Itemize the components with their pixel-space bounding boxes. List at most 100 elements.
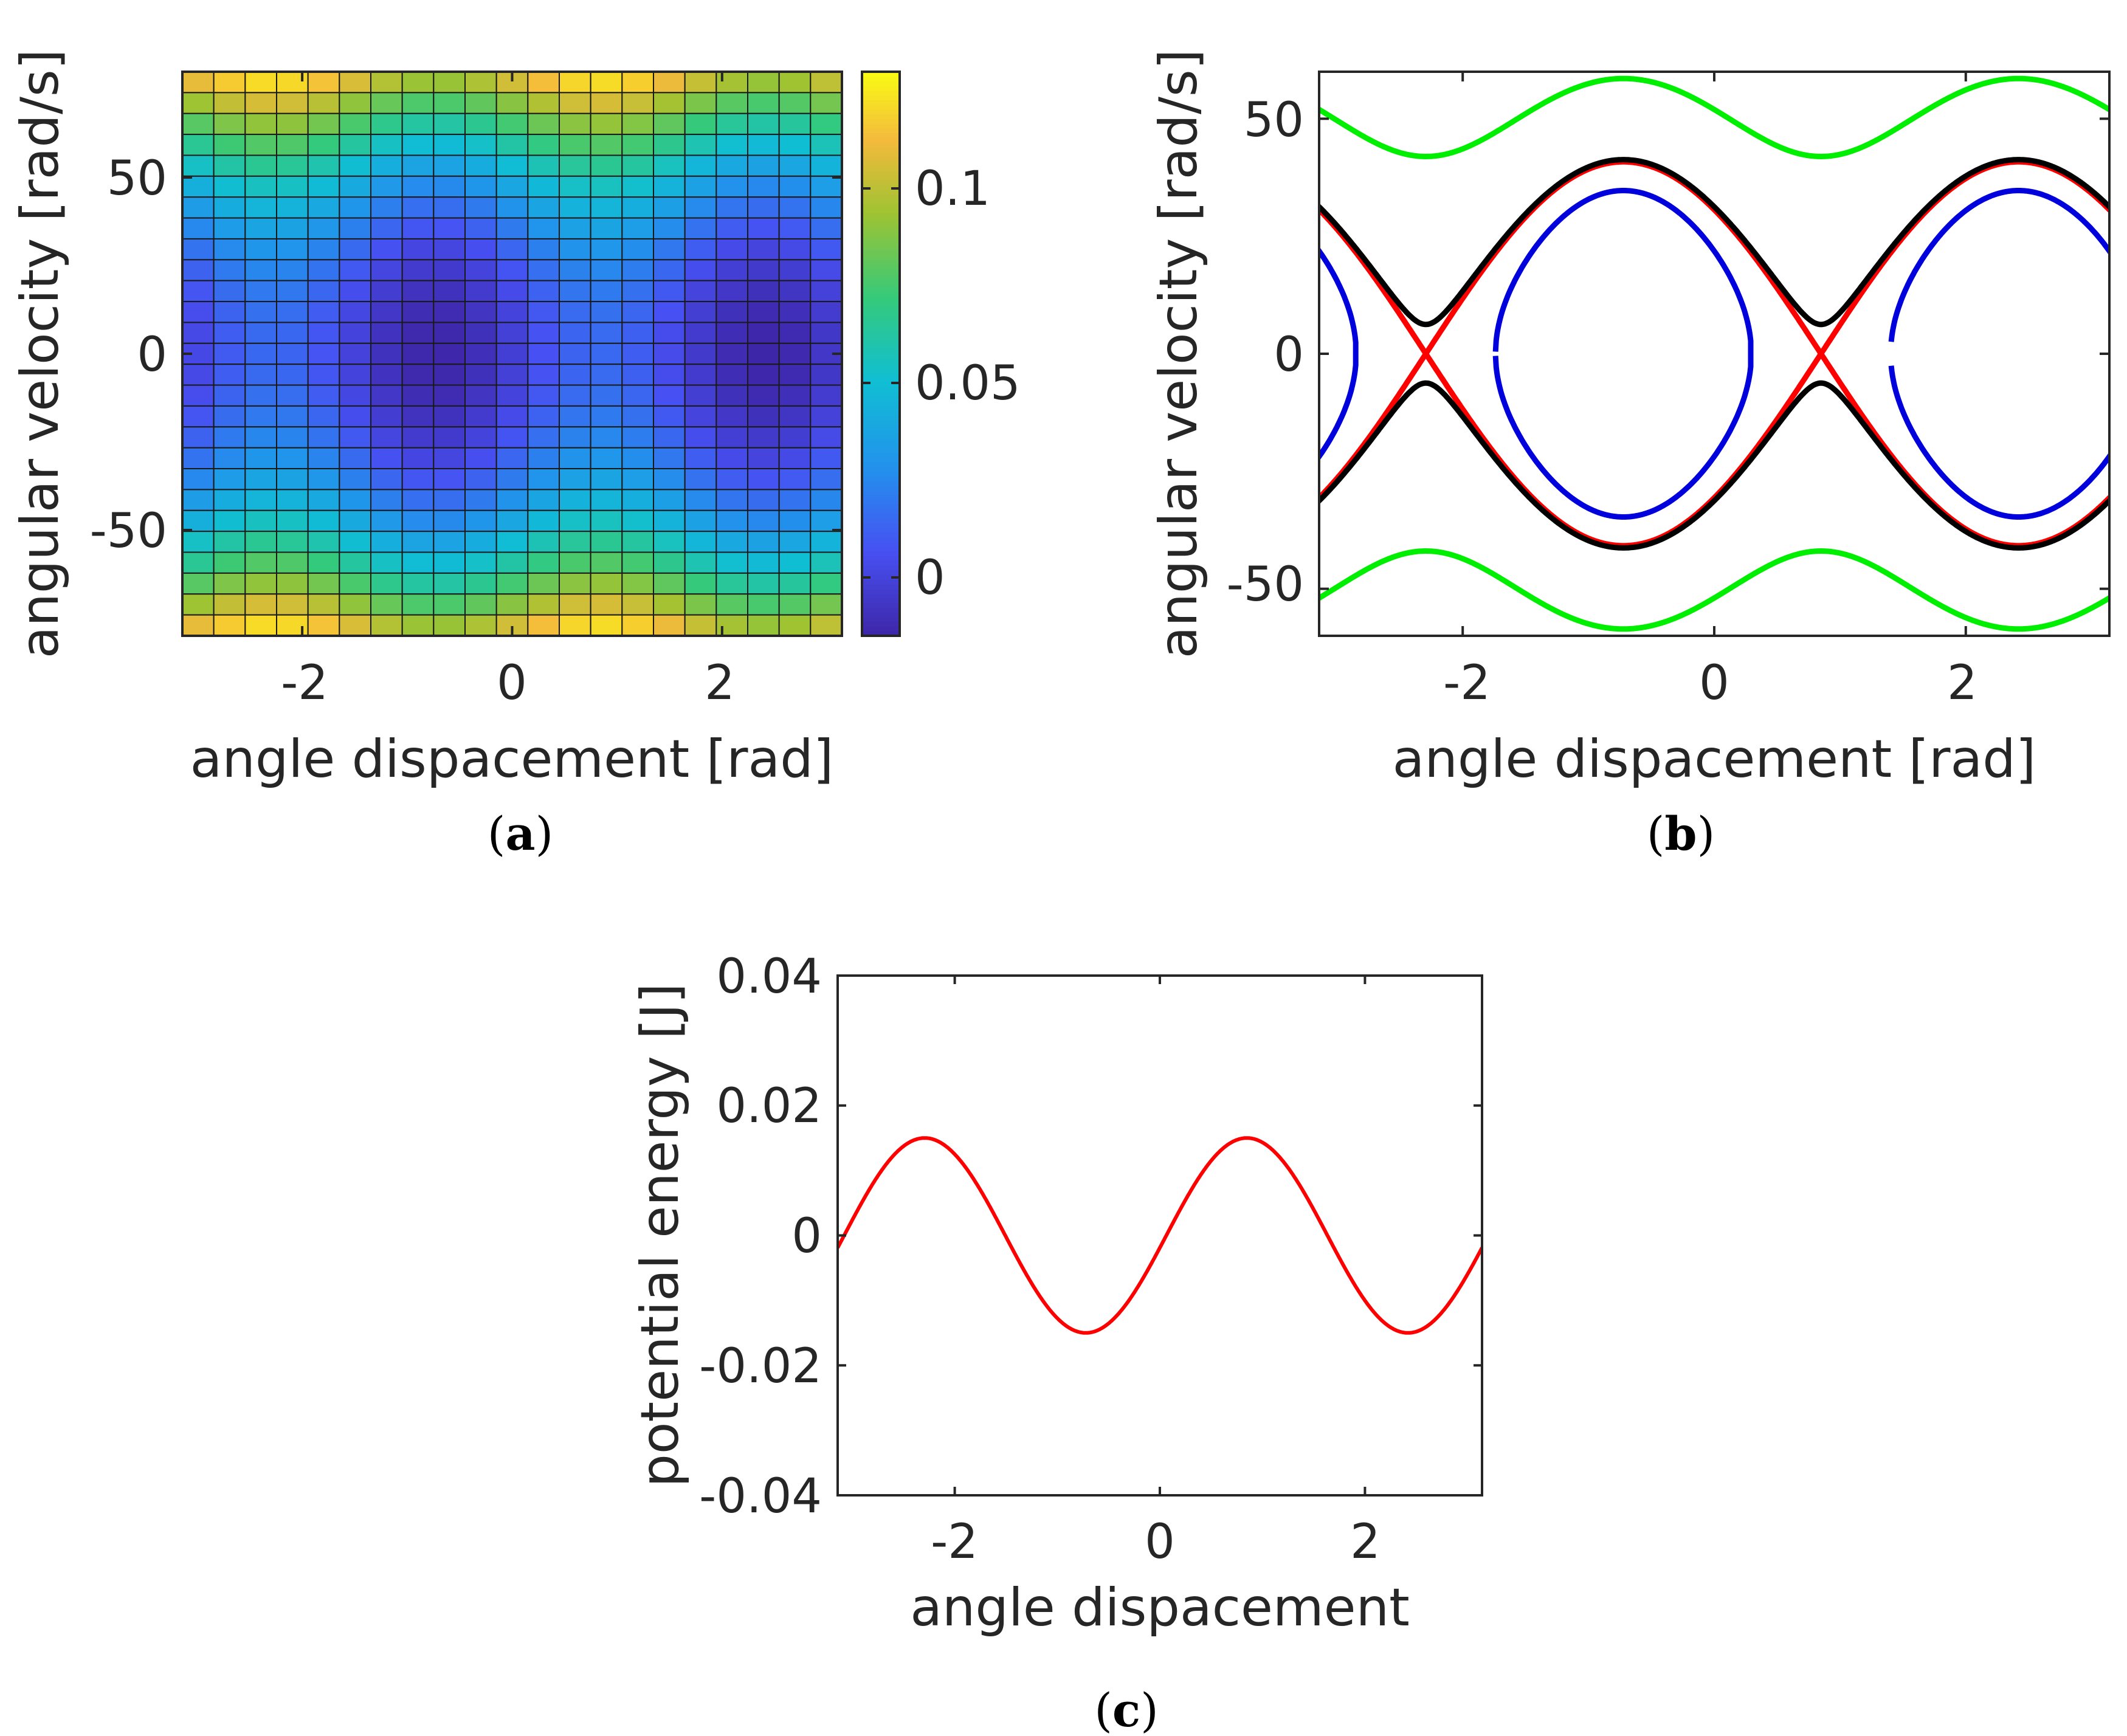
heatmap-cell [307,154,340,177]
heatmap-cell [307,405,340,428]
heatmap-cell [778,509,812,532]
heatmap-cell [495,280,529,303]
ytick-label: -50 [1227,557,1304,612]
heatmap-cell [495,322,529,344]
heatmap-cell [684,196,717,219]
xtick-label: -2 [1443,656,1491,711]
heatmap-cell [684,405,717,428]
heatmap-cell [527,509,560,532]
colorbar-segment [862,433,900,439]
heatmap-cell [495,426,529,449]
heatmap-cell [370,489,403,511]
heatmap-cell [778,426,812,449]
heatmap-cell [495,175,529,198]
heatmap-cell [307,572,340,595]
y-axis-label: angular velocity [rad/s] [10,49,71,659]
heatmap-cell [433,384,466,407]
colorbar-segment [862,382,900,387]
colorbar-segment [862,90,900,96]
heatmap-cell [715,363,748,386]
heatmap-cell [684,134,717,156]
heatmap-cell [401,426,435,449]
heatmap-cell [747,551,780,574]
heatmap-cell [276,154,309,177]
heatmap-cell [653,134,686,156]
heatmap-cell [433,572,466,595]
heatmap-cell [276,280,309,303]
heatmap-cell [527,175,560,198]
heatmap-cell [244,447,277,470]
heatmap-cell [464,468,497,491]
colorbar-segment [862,128,900,134]
heatmap-cell [715,280,748,303]
colorbar-segment [862,274,900,279]
colorbar-segment [862,513,900,519]
heatmap-cell [213,447,246,470]
heatmap-cell [370,405,403,428]
heatmap-cell [653,196,686,219]
heatmap-cell [559,301,591,323]
heatmap-cell [684,551,717,574]
colorbar-segment [862,584,900,590]
heatmap-cell [401,301,435,323]
heatmap-cell [684,238,717,261]
heatmap-cell [590,112,623,136]
heatmap-cell [653,301,686,323]
heatmap-cell [495,531,529,553]
heatmap-cell [213,384,246,407]
colorbar-segment [862,537,900,542]
heatmap-cell [339,92,372,114]
heatmap-cell [590,217,623,239]
heatmap-cell [810,112,843,136]
heatmap-cell [464,384,497,407]
heatmap-cell [715,175,748,198]
heatmap-cell [433,489,466,511]
heatmap-cell [527,531,560,553]
heatmap-cell [810,238,843,261]
heatmap-cell [747,217,780,239]
colorbar-segment [862,339,900,345]
heatmap-cell [276,196,309,219]
heatmap-cell [339,322,372,344]
ytick-label: 0 [137,328,167,382]
heatmap-cell [433,551,466,574]
heatmap-cell [495,92,529,114]
heatmap-cell [307,134,340,156]
panel-label-a: (a) [488,807,554,861]
panel-a-heatmap: -2 0 2 -50 0 50 angle dispacement [rad] … [10,49,1021,861]
heatmap-cell [182,92,215,114]
colorbar-segment [862,588,900,594]
heatmap-cell [590,468,623,491]
heatmap-cell [810,280,843,303]
heatmap-cell [653,593,686,616]
colorbar-segment [862,499,900,505]
heatmap-cell [307,509,340,532]
heatmap-cell [182,301,215,323]
heatmap-cell [527,384,560,407]
heatmap-cell [621,217,655,239]
heatmap-cell [778,447,812,470]
heatmap-cell [559,92,591,114]
colorbar-segment [862,184,900,190]
heatmap-cell [464,301,497,323]
heatmap-cell [213,342,246,365]
heatmap-cell [339,196,372,219]
colorbar-segment [862,236,900,241]
heatmap-cell [370,509,403,532]
heatmap-cell [464,572,497,595]
heatmap-cell [433,175,466,198]
heatmap-cell [684,447,717,470]
heatmap-cell [715,112,748,136]
heatmap-cell [527,447,560,470]
heatmap-cell [810,217,843,239]
heatmap-cell [590,384,623,407]
heatmap-cell [182,71,215,94]
heatmap-cell [244,175,277,198]
heatmap-cell [684,301,717,323]
colorbar-ticks [862,187,900,579]
heatmap-cell [276,593,309,616]
heatmap-cell [433,134,466,156]
heatmap-cell [244,614,277,637]
potential-curve [838,1136,1482,1335]
heatmap-cell [810,509,843,532]
